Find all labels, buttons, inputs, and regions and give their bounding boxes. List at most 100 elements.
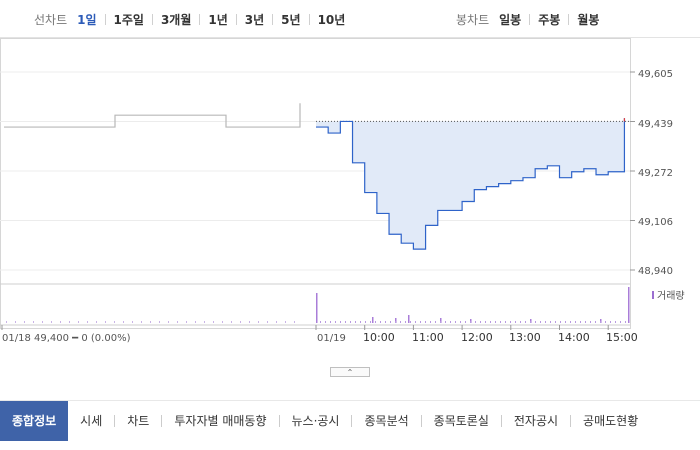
- volume-bar: [335, 321, 336, 323]
- y-tick-label: 49,106: [638, 217, 673, 228]
- candle-daily[interactable]: 일봉: [499, 12, 522, 27]
- volume-bar: [515, 321, 516, 323]
- volume-bar: [430, 321, 431, 323]
- volume-bar: [42, 321, 43, 323]
- volume-bar: [505, 321, 506, 323]
- period-1week[interactable]: 1주일: [113, 12, 144, 27]
- chevron-up-icon: ⌃: [346, 367, 354, 377]
- volume-bar: [316, 293, 318, 323]
- volume-bar: [455, 321, 456, 323]
- volume-bar: [565, 321, 566, 323]
- divider: [500, 414, 502, 427]
- volume-bar: [370, 321, 371, 323]
- volume-bar: [450, 321, 451, 323]
- tab-quotes[interactable]: 시세: [80, 414, 103, 428]
- period-3year[interactable]: 3년: [244, 12, 265, 27]
- period-1year[interactable]: 1년: [208, 12, 228, 27]
- volume-bar: [105, 321, 106, 323]
- volume-bar: [400, 321, 401, 323]
- y-tick-label: 48,940: [638, 266, 673, 277]
- divider: [278, 414, 280, 427]
- volume-bar: [340, 321, 341, 323]
- divider: [272, 13, 274, 25]
- volume-bar: [615, 321, 616, 323]
- period-10year[interactable]: 10년: [317, 12, 346, 27]
- volume-bar: [267, 321, 268, 323]
- volume-bar: [555, 321, 556, 323]
- candle-chart-period-group: 봉차트 일봉 주봉 월봉: [456, 0, 599, 38]
- x-tick-label: 10:00: [363, 331, 395, 344]
- x-tick-label: 15:00: [606, 331, 638, 344]
- volume-bar: [51, 321, 52, 323]
- candle-monthly[interactable]: 월봉: [577, 12, 600, 27]
- volume-bar: [420, 321, 421, 323]
- volume-bar: [535, 321, 536, 323]
- tab-short-selling[interactable]: 공매도현황: [583, 414, 639, 428]
- price-chart: 49,605 49,439 49,272 49,106 48,940 거래량 0…: [0, 38, 700, 368]
- volume-bar: [285, 321, 286, 323]
- volume-bar: [355, 321, 356, 323]
- volume-bar: [410, 321, 411, 323]
- volume-bar: [440, 321, 441, 323]
- volume-bar: [222, 321, 223, 323]
- volume-bar: [415, 321, 416, 323]
- volume-bar: [550, 321, 551, 323]
- volume-bar: [395, 318, 397, 323]
- prev-day-summary: 49,400 ━ 0 (0.00%): [34, 333, 131, 344]
- tab-investor-trading[interactable]: 투자자별 매매동향: [174, 414, 267, 428]
- volume-bar: [560, 321, 561, 323]
- volume-bar: [425, 321, 426, 323]
- volume-bar: [204, 321, 205, 323]
- volume-bar: [600, 321, 601, 323]
- candle-weekly[interactable]: 주봉: [538, 12, 561, 27]
- volume-bar: [440, 318, 442, 323]
- divider: [235, 13, 237, 25]
- volume-legend-swatch: [652, 291, 654, 299]
- tab-analysis[interactable]: 종목분석: [364, 414, 409, 428]
- volume-bar: [320, 321, 321, 323]
- divider: [151, 13, 153, 25]
- volume-bar: [69, 321, 70, 323]
- volume-bar: [87, 321, 88, 323]
- divider: [161, 414, 163, 427]
- volume-bar: [605, 321, 606, 323]
- volume-bar: [159, 321, 160, 323]
- volume-bar: [525, 321, 526, 323]
- period-5year[interactable]: 5년: [281, 12, 301, 27]
- volume-bar: [435, 321, 436, 323]
- volume-bar: [390, 321, 391, 323]
- volume-bar: [445, 321, 446, 323]
- period-3month[interactable]: 3개월: [160, 12, 192, 27]
- volume-bar: [628, 287, 630, 323]
- volume-bar: [610, 321, 611, 323]
- tab-news[interactable]: 뉴스·공시: [291, 414, 340, 428]
- volume-bar: [372, 317, 374, 323]
- volume-legend-label: 거래량: [657, 290, 685, 302]
- volume-bar: [375, 321, 376, 323]
- chart-collapse-button[interactable]: ⌃: [330, 367, 370, 377]
- period-1day[interactable]: 1일: [77, 12, 97, 27]
- volume-bar: [620, 321, 621, 323]
- tab-chart[interactable]: 차트: [127, 414, 150, 428]
- volume-bar: [495, 321, 496, 323]
- volume-bar: [213, 321, 214, 323]
- candle-chart-label: 봉차트: [456, 12, 490, 27]
- volume-bar: [380, 321, 381, 323]
- volume-bar: [141, 321, 142, 323]
- tab-discussion[interactable]: 종목토론실: [433, 414, 489, 428]
- y-tick-label: 49,605: [638, 69, 673, 80]
- volume-bar: [96, 321, 97, 323]
- volume-bar: [575, 321, 576, 323]
- volume-bar: [395, 321, 396, 323]
- volume-bar: [150, 321, 151, 323]
- x-tick-label: 01/19: [317, 333, 346, 344]
- volume-bar: [258, 321, 259, 323]
- tab-disclosure[interactable]: 전자공시: [513, 414, 559, 428]
- divider: [568, 13, 570, 25]
- volume-bar: [240, 321, 241, 323]
- volume-bar: [540, 321, 541, 323]
- today-price-series: [316, 118, 626, 250]
- volume-bar: [177, 321, 178, 323]
- tab-overview[interactable]: 종합정보: [0, 400, 69, 441]
- volume-bar: [625, 321, 626, 323]
